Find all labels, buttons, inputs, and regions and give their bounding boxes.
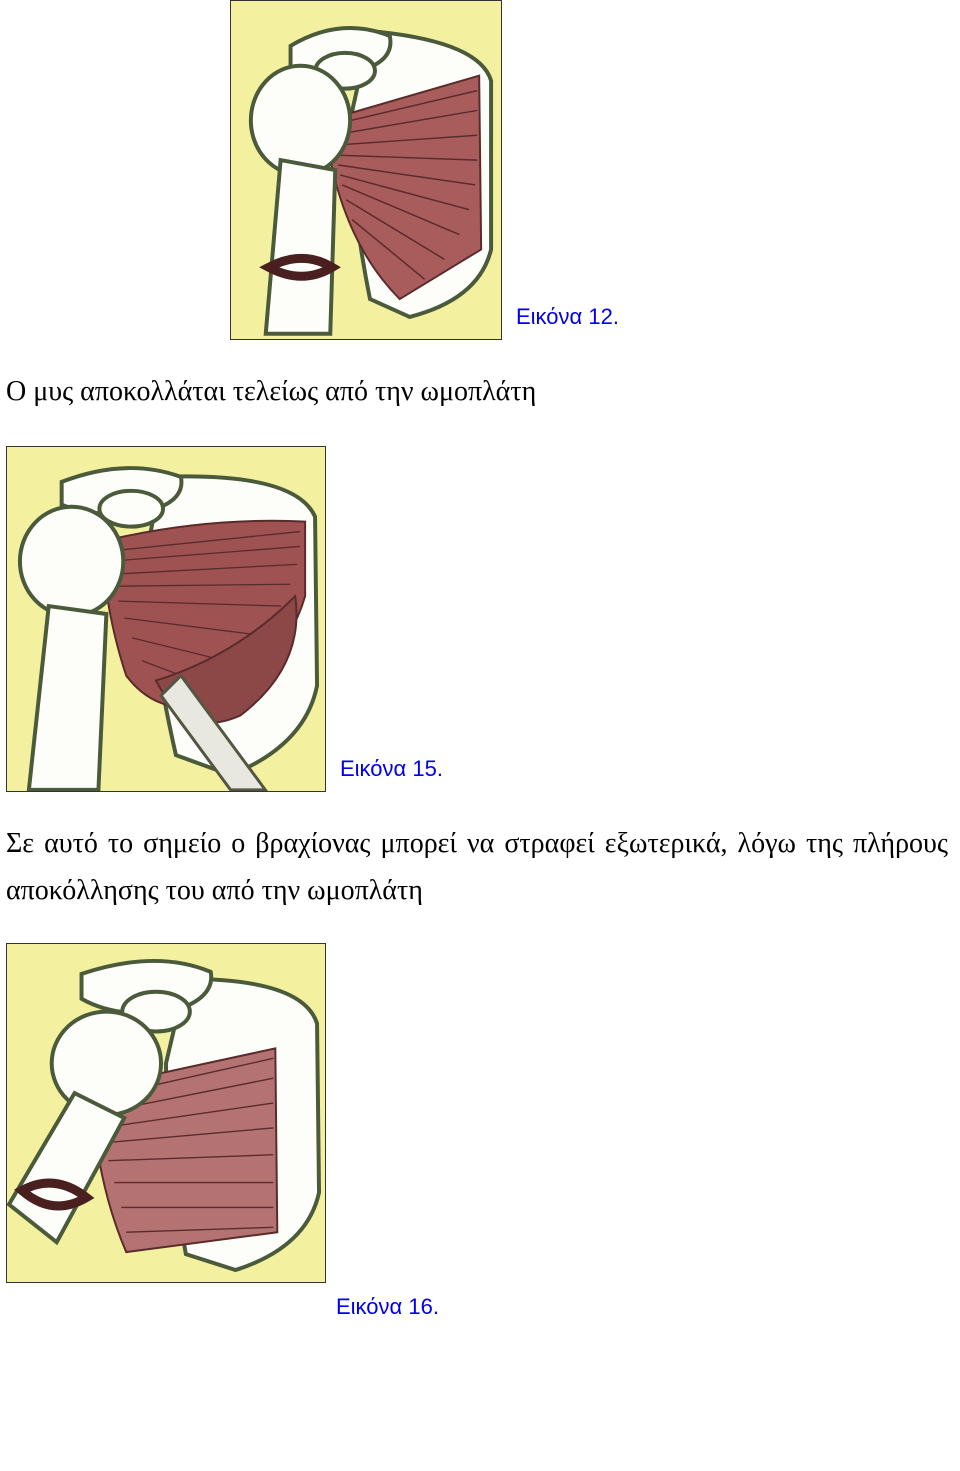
anatomy-illustration-16 — [6, 943, 326, 1283]
figure-15-caption: Εικόνα 15. — [340, 756, 443, 792]
figure-16-block: Εικόνα 16. — [6, 943, 960, 1330]
figure-16-caption: Εικόνα 16. — [336, 1294, 960, 1330]
figure-12-block: Εικόνα 12. — [230, 0, 960, 340]
figure-12-caption: Εικόνα 12. — [516, 304, 619, 340]
paragraph-external-rotation: Σε αυτό το σημείο ο βραχίονας μπορεί να … — [6, 820, 948, 915]
anatomy-illustration-15 — [6, 446, 326, 792]
anatomy-illustration-12 — [230, 0, 502, 340]
figure-15-block: Εικόνα 15. — [6, 446, 960, 792]
paragraph-muscle-detachment: Ο μυς αποκολλάται τελείως από την ωμοπλά… — [6, 368, 948, 416]
